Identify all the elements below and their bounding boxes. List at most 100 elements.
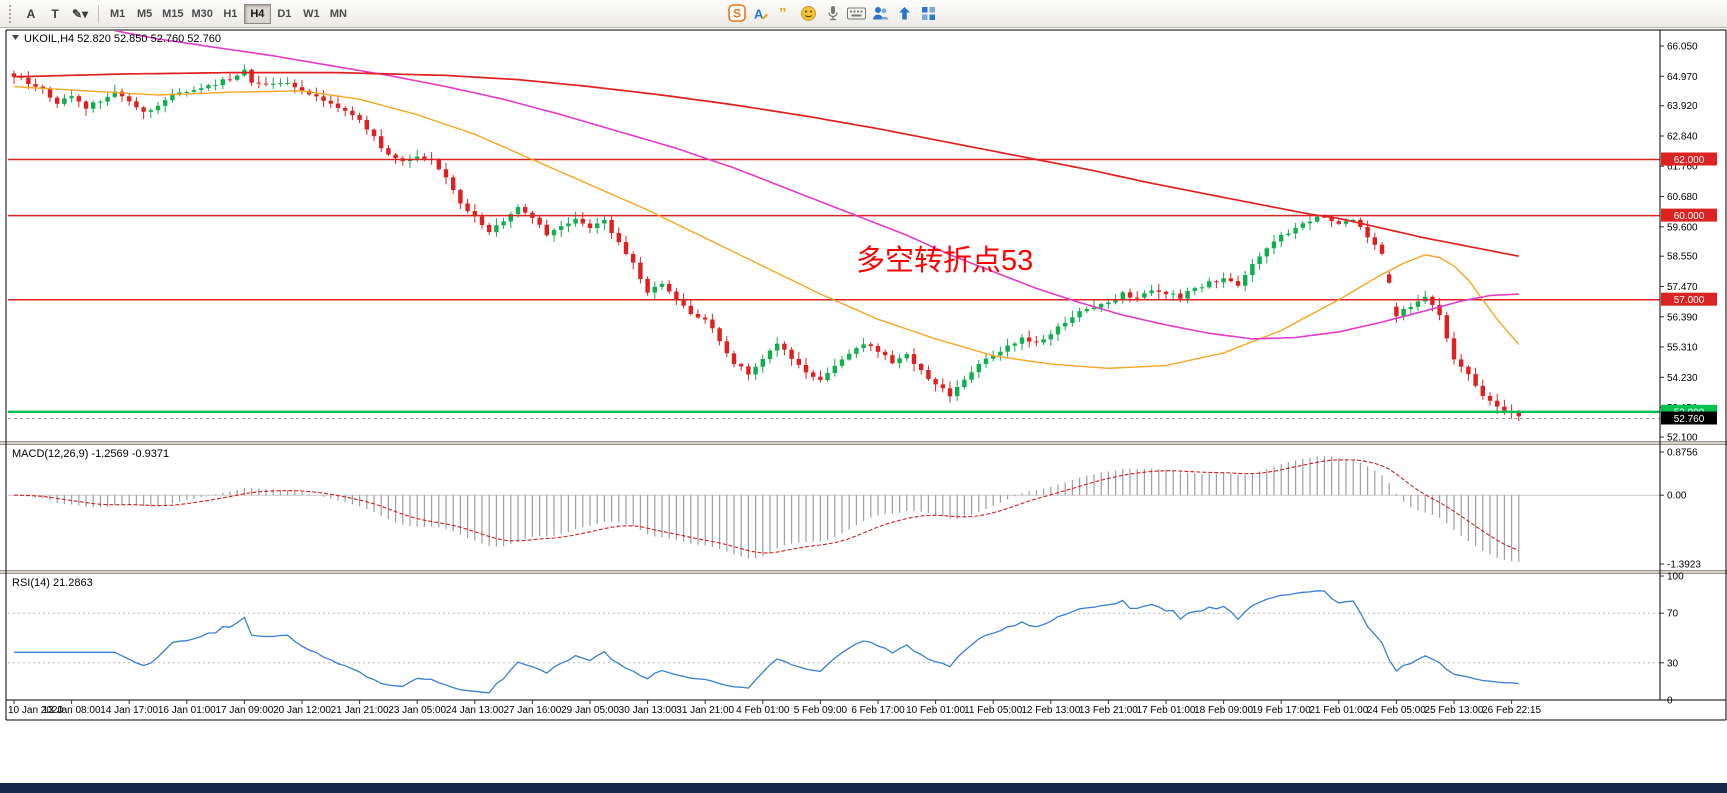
time-tick-label: 29 Jan 05:00 [561, 705, 619, 716]
price-tick-label: 64.970 [1667, 72, 1698, 83]
rsi-line [14, 590, 1519, 694]
time-tick-label: 4 Feb 01:00 [736, 705, 790, 716]
svg-text:52.760: 52.760 [1674, 414, 1705, 425]
timeframe-m1[interactable]: M1 [109, 7, 126, 20]
timeframe-mn[interactable]: MN [329, 7, 347, 20]
time-tick-label: 21 Jan 21:00 [331, 705, 389, 716]
price-pane[interactable]: 多空转折点53 [8, 31, 1660, 422]
drawing-tool-dropdown[interactable]: ✎▾ [72, 6, 89, 21]
timeframe-m15[interactable]: M15 [162, 7, 184, 20]
rsi-tick-label: 30 [1667, 658, 1679, 669]
time-tick-label: 20 Jan 12:00 [273, 705, 331, 716]
quote-icon[interactable]: ” [775, 3, 794, 23]
timeframe-h4[interactable]: H4 [243, 3, 271, 24]
time-tick-label: 13 Feb 21:00 [1079, 705, 1138, 716]
time-tick-label: 11 Feb 05:00 [964, 705, 1023, 716]
label-tool-button[interactable]: A [26, 6, 36, 21]
price-tick-label: 52.100 [1667, 433, 1698, 444]
time-tick-label: 30 Jan 13:00 [619, 705, 677, 716]
time-tick-label: 24 Jan 13:00 [446, 705, 504, 716]
time-tick-label: 13 Jan 08:00 [43, 705, 101, 716]
time-tick-label: 14 Jan 17:00 [100, 705, 158, 716]
users-icon[interactable] [871, 3, 890, 23]
price-tick-label: 55.310 [1667, 343, 1698, 354]
macd-label: MACD(12,26,9) -1.2569 -0.9371 [12, 448, 169, 460]
time-tick-label: 19 Feb 17:00 [1252, 705, 1311, 716]
timeframe-h1[interactable]: H1 [223, 7, 238, 20]
time-tick-label: 6 Feb 17:00 [851, 705, 905, 716]
pane-splitter[interactable] [0, 570, 1727, 574]
keyboard-icon[interactable] [847, 3, 866, 23]
timeframe-d1[interactable]: D1 [277, 7, 292, 20]
price-tick-label: 66.050 [1667, 42, 1698, 53]
time-tick-label: 26 Feb 22:15 [1482, 705, 1541, 716]
chart-borders [5, 29, 1727, 721]
logo-s-icon[interactable]: S [727, 3, 746, 23]
time-tick-label: 16 Jan 01:00 [158, 705, 216, 716]
macd-signal-line [13, 459, 1520, 554]
time-tick-label: 10 Feb 01:00 [906, 705, 965, 716]
time-tick-label: 17 Jan 09:00 [215, 705, 273, 716]
svg-text:57.000: 57.000 [1674, 295, 1705, 306]
time-tick-label: 27 Jan 16:00 [503, 705, 561, 716]
svg-text:60.000: 60.000 [1674, 211, 1705, 222]
macd-tick-label: 0.8756 [1667, 448, 1698, 459]
taskbar-strip [0, 783, 1727, 793]
time-tick-label: 5 Feb 09:00 [794, 705, 848, 716]
time-tick-label: 21 Feb 01:00 [1309, 705, 1368, 716]
time-tick-label: 17 Feb 01:00 [1137, 705, 1196, 716]
chart-symbol-label: UKOIL,H4 52.820 52.850 52.760 52.760 [24, 33, 221, 45]
chart-window[interactable]: 多空转折点53 UKOIL,H4 52.820 52.850 52.760 52.… [0, 28, 1727, 783]
mic-icon[interactable] [823, 3, 842, 23]
chart-background [0, 28, 1727, 783]
price-tick-label: 62.840 [1667, 132, 1698, 143]
price-tick-label: 63.920 [1667, 101, 1698, 112]
toolbar-grip[interactable] [9, 4, 14, 23]
svg-text:A: A [754, 6, 764, 21]
macd-tick-label: -1.3923 [1667, 560, 1701, 571]
time-tick-label: 10 Jan 2020 [8, 705, 63, 716]
timeframe-m5[interactable]: M5 [136, 7, 153, 20]
chart-annotation[interactable]: 多空转折点53 [856, 244, 1033, 277]
macd-pane[interactable] [8, 456, 1660, 562]
symbol-dropdown-icon[interactable] [12, 35, 19, 40]
price-tick-label: 54.230 [1667, 373, 1698, 384]
price-tick-label: 59.600 [1667, 222, 1698, 233]
svg-text:S: S [732, 7, 740, 21]
timeframe-w1[interactable]: W1 [303, 7, 320, 20]
price-tick-label: 58.550 [1667, 252, 1698, 263]
time-tick-label: 12 Feb 13:00 [1021, 705, 1080, 716]
rsi-label: RSI(14) 21.2863 [12, 577, 93, 589]
timeframe-m30[interactable]: M30 [191, 7, 213, 20]
time-tick-label: 23 Jan 05:00 [388, 705, 446, 716]
time-tick-label: 24 Feb 05:00 [1367, 705, 1426, 716]
price-tick-label: 56.390 [1667, 312, 1698, 323]
rsi-tick-label: 100 [1667, 572, 1684, 583]
upload-icon[interactable] [895, 3, 914, 23]
font-a-icon[interactable]: A [751, 3, 770, 23]
time-tick-label: 31 Jan 21:00 [676, 705, 734, 716]
ma-slow-red [13, 71, 1519, 258]
svg-text:”: ” [779, 5, 787, 21]
text-tool-button[interactable]: T [51, 6, 59, 21]
ma-mid-magenta [114, 31, 1519, 340]
smiley-icon[interactable] [799, 3, 818, 23]
main-toolbar: A T ✎▾ M1 M5 M15 M30 H1 H4 D1 W1 MN S A” [0, 0, 1727, 28]
price-scale[interactable]: 66.050 64.970 63.920 62.840 61.760 60.680 59.6… [1660, 42, 1717, 707]
grid-icon[interactable] [919, 3, 938, 23]
svg-text:62.000: 62.000 [1674, 155, 1705, 166]
rsi-tick-label: 0 [1667, 696, 1673, 707]
current-price-box [1661, 411, 1717, 425]
hline-price-box [1661, 292, 1717, 306]
pane-splitter[interactable] [0, 441, 1727, 445]
price-tick-label: 61.760 [1667, 162, 1698, 173]
macd-tick-label: 0.00 [1667, 491, 1687, 502]
pane-splitters [0, 441, 1727, 574]
rsi-pane[interactable] [8, 590, 1660, 694]
ma-fast-orange [13, 85, 1520, 370]
chart-canvas[interactable]: 多空转折点53 UKOIL,H4 52.820 52.850 52.760 52.… [0, 28, 1727, 783]
toolbar-right-icons: S A ” [727, 3, 938, 23]
time-tick-label: 25 Feb 13:00 [1425, 705, 1484, 716]
price-tick-label: 57.470 [1667, 282, 1698, 293]
